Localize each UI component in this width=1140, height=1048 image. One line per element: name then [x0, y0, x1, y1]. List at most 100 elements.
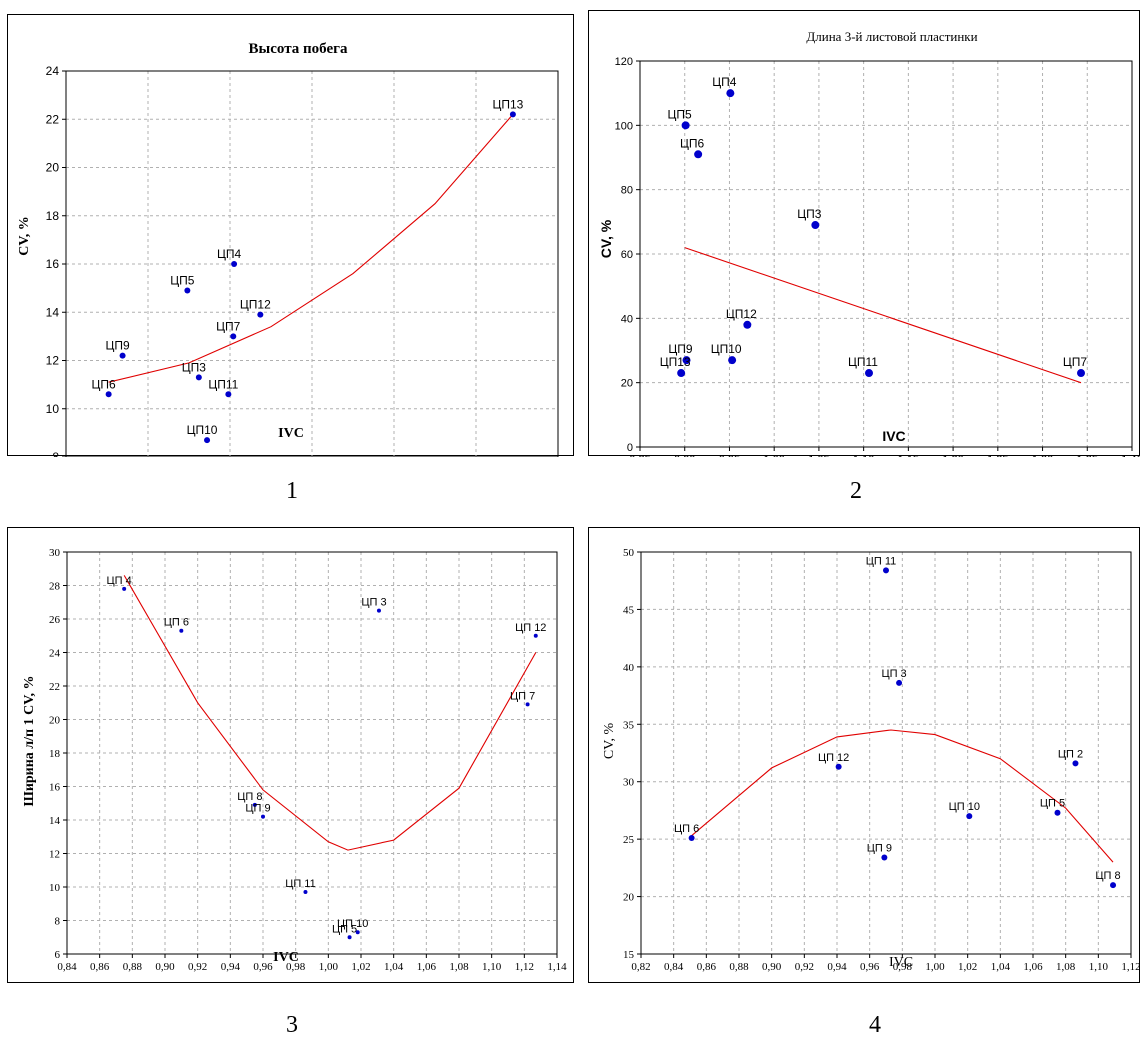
- x-tick-label: 0,86: [90, 961, 110, 973]
- x-axis-label: IVC: [882, 428, 905, 444]
- data-point: [677, 369, 686, 378]
- x-tick-label: 1,06: [417, 961, 437, 973]
- point-label: ЦП 8: [1095, 870, 1120, 882]
- y-tick-label: 22: [46, 112, 60, 126]
- data-point: [105, 391, 112, 398]
- point-label: ЦП9: [668, 342, 693, 356]
- y-tick-label: 45: [623, 604, 635, 616]
- y-tick-label: 22: [49, 681, 60, 693]
- y-tick-label: 14: [49, 815, 61, 827]
- data-point: [726, 89, 735, 98]
- point-label: ЦП 10: [949, 801, 980, 813]
- point-label: ЦП 8: [237, 791, 262, 803]
- chart-number-4: 4: [869, 1012, 881, 1038]
- chart-panel-1: 0,80,91,01,11,21,31,481012141618202224Вы…: [7, 14, 574, 457]
- data-point: [509, 111, 516, 118]
- x-tick-label: 1,04: [991, 961, 1011, 973]
- point-label: ЦП 6: [674, 823, 699, 835]
- chart-title: Высота побега: [249, 41, 348, 57]
- chart-svg-3: 0,84 0,86 0,88 0,90 0,92 0,94 0,96 0,98 1,00 1,02…: [22, 547, 567, 973]
- data-point: [525, 702, 530, 707]
- point-label: ЦП3: [797, 207, 822, 221]
- y-tick-label: 14: [46, 305, 60, 319]
- point-label: ЦП9: [105, 339, 130, 353]
- x-tick-label: 1,30: [1032, 454, 1053, 457]
- x-tick-label: 1,05: [808, 454, 829, 457]
- data-point: [230, 333, 237, 340]
- x-tick-label: 1,35: [1077, 454, 1098, 457]
- data-point: [865, 369, 874, 378]
- point-label: ЦП3: [182, 360, 207, 374]
- y-tick-label: 16: [49, 782, 61, 794]
- x-axis-label: IVC: [889, 955, 913, 970]
- point-label: ЦП11: [208, 377, 238, 391]
- point-label: ЦП 5: [332, 923, 357, 935]
- y-tick-label: 6: [55, 949, 61, 961]
- data-point: [681, 121, 690, 130]
- data-point: [966, 813, 973, 820]
- data-point: [355, 930, 360, 935]
- point-label: ЦП13: [660, 355, 691, 369]
- data-point: [252, 802, 257, 807]
- x-tick-label: 1,12: [515, 961, 534, 973]
- x-tick-label: 1,40: [1121, 454, 1140, 457]
- point-label: ЦП4: [217, 247, 242, 261]
- point-label: ЦП 6: [164, 617, 189, 629]
- point-label: ЦП11: [848, 355, 878, 369]
- fit-curve: [123, 575, 537, 851]
- x-tick-label: 0,82: [631, 961, 650, 973]
- plot-area: [639, 60, 1133, 448]
- x-tick-label: 1,02: [351, 961, 370, 973]
- y-tick-label: 12: [49, 849, 60, 861]
- y-tick-label: 8: [55, 916, 61, 928]
- x-tick-label: 1,00: [763, 454, 784, 457]
- point-label: ЦП6: [92, 377, 117, 391]
- data-point: [682, 356, 691, 365]
- x-tick-label: 1,12: [1121, 961, 1140, 973]
- x-axis-label: IVC: [273, 950, 299, 965]
- x-tick-label: 0,92: [188, 961, 207, 973]
- data-point: [811, 221, 820, 230]
- fit-curve: [691, 729, 1114, 863]
- x-tick-label: 1,06: [1023, 961, 1043, 973]
- data-point: [688, 834, 695, 841]
- fit-curve: [684, 247, 1082, 384]
- x-tick-label: 1,00: [925, 961, 945, 973]
- point-label: ЦП 3: [881, 668, 906, 680]
- y-tick-label: 26: [49, 614, 61, 626]
- point-label: ЦП4: [712, 75, 737, 89]
- x-tick-label: 1,10: [1089, 961, 1109, 973]
- y-tick-label: 40: [621, 313, 633, 325]
- data-point: [533, 633, 538, 638]
- y-axis-label: Ширина л/п 1 CV, %: [22, 675, 37, 806]
- y-tick-label: 35: [623, 719, 635, 731]
- x-tick-label: 1,20: [942, 454, 963, 457]
- y-axis-label: CV, %: [598, 219, 614, 258]
- data-point: [835, 763, 842, 770]
- x-tick-label: 0,94: [221, 961, 241, 973]
- fit-curve: [108, 114, 514, 383]
- data-point: [694, 150, 703, 159]
- y-tick-label: 0: [627, 442, 633, 454]
- y-tick-label: 30: [623, 777, 635, 789]
- point-label: ЦП12: [726, 307, 757, 321]
- chart-svg-4: 0,82 0,84 0,86 0,88 0,90 0,92 0,94 0,96 0,98 1,00…: [602, 547, 1140, 973]
- chart-number-3: 3: [286, 1012, 298, 1038]
- data-point: [743, 320, 752, 329]
- point-label: ЦП 4: [107, 575, 132, 587]
- x-tick-label: 1,08: [449, 961, 469, 973]
- y-tick-label: 28: [49, 581, 61, 593]
- data-point: [1077, 369, 1086, 378]
- point-label: ЦП6: [680, 136, 705, 150]
- x-tick-label: 1,15: [898, 454, 919, 457]
- data-point: [261, 814, 265, 819]
- x-tick-label: 1,00: [319, 961, 339, 973]
- chart-svg-2: 0,85 0,90 0,95 1,00 1,05 1,10 1,15 1,20 1,25 1,30…: [598, 29, 1140, 457]
- y-tick-label: 120: [615, 56, 633, 68]
- chart-title: Длина 3-й листовой пластинки: [806, 29, 977, 44]
- point-label: ЦП10: [187, 423, 218, 437]
- data-point: [195, 374, 202, 381]
- y-axis-label: CV, %: [17, 216, 32, 255]
- point-label: ЦП5: [668, 107, 693, 121]
- data-point: [119, 352, 126, 359]
